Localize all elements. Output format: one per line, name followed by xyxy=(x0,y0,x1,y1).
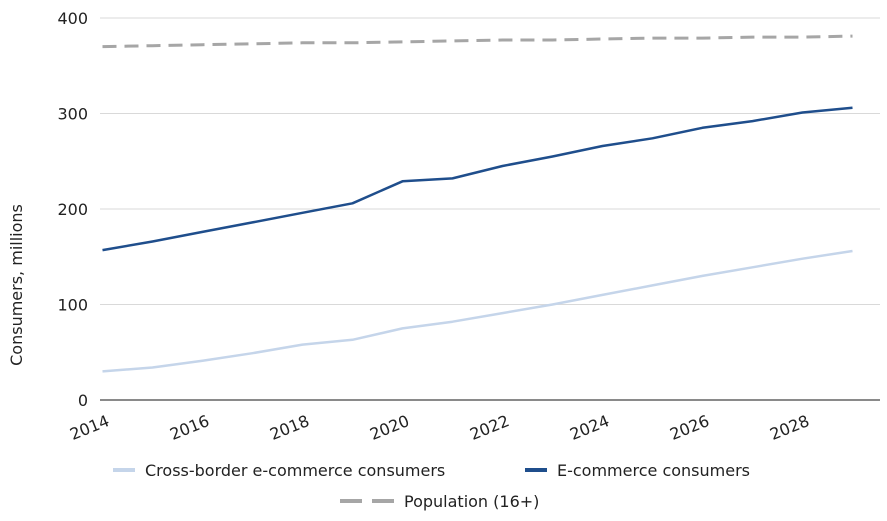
y-tick-label: 200 xyxy=(57,200,88,219)
x-tick-label: 2020 xyxy=(367,411,412,444)
legend-label: Cross-border e-commerce consumers xyxy=(145,461,445,480)
legend-label: E-commerce consumers xyxy=(557,461,750,480)
legend-label: Population (16+) xyxy=(404,492,539,511)
x-tick-label: 2022 xyxy=(467,411,512,444)
x-tick-label: 2014 xyxy=(67,411,112,444)
legend: Cross-border e-commerce consumers E-comme… xyxy=(113,461,750,511)
y-tick-label: 400 xyxy=(57,9,88,28)
gridlines xyxy=(100,17,880,401)
y-axis-title: Consumers, millions xyxy=(7,204,26,366)
x-tick-label: 2026 xyxy=(667,411,712,444)
y-tick-labels: 0 100 200 300 400 xyxy=(57,9,88,410)
y-tick-label: 100 xyxy=(57,296,88,315)
series-line xyxy=(102,249,853,373)
x-tick-label: 2028 xyxy=(767,411,812,444)
series-line xyxy=(102,106,853,252)
series-lines xyxy=(102,34,853,373)
y-tick-label: 0 xyxy=(78,391,88,410)
x-tick-label: 2016 xyxy=(167,411,212,444)
y-tick-label: 300 xyxy=(57,105,88,124)
series-line xyxy=(102,34,853,49)
x-tick-labels: 2014 2016 2018 2020 2022 2024 2026 2028 xyxy=(67,411,812,444)
x-tick-label: 2024 xyxy=(567,411,612,444)
x-tick-label: 2018 xyxy=(267,411,312,444)
